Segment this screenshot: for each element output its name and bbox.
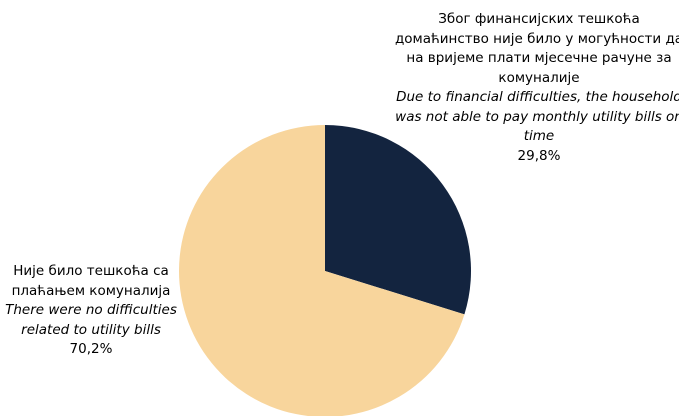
pie-slice <box>179 125 465 416</box>
slice-label: Због финансијских тешкоћа домаћинство ни… <box>393 10 679 166</box>
pie-slice <box>325 125 471 315</box>
value-label: 29,8% <box>517 147 561 164</box>
label-translation: Due to financial difficulties, the house… <box>395 89 679 144</box>
value-label: 70,2% <box>69 341 113 357</box>
slice-label: Није било тешкоћа са плаћањем комуналија… <box>4 262 178 360</box>
label-text: Није било тешкоћа са плаћањем комуналија <box>11 263 171 299</box>
label-text: Због финансијских тешкоћа домаћинство ни… <box>394 11 679 86</box>
label-translation: There were no difficulties related to ut… <box>5 302 177 338</box>
